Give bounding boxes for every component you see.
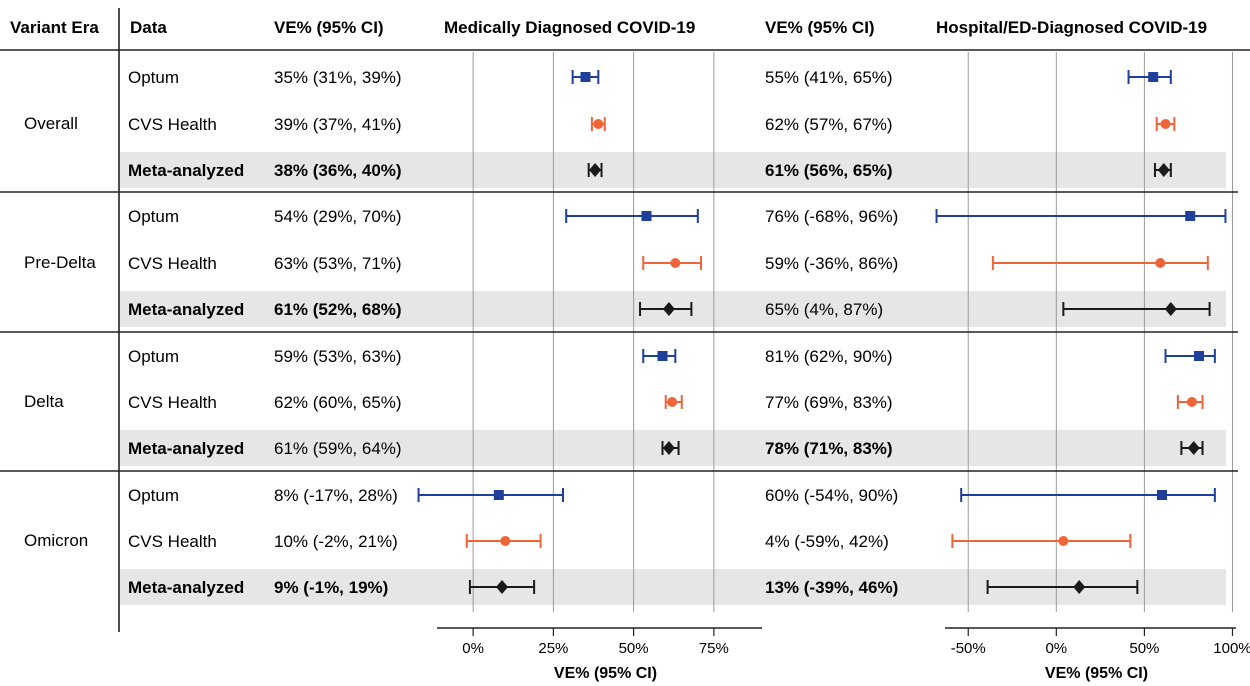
- tick-label-left: 0%: [462, 640, 484, 657]
- point-circle: [1160, 119, 1171, 129]
- tick-label-left: 25%: [538, 640, 568, 657]
- ve-text-left: 63% (53%, 71%): [274, 254, 402, 273]
- ve-text-left: 39% (37%, 41%): [274, 115, 402, 134]
- ve-text-left: 8% (-17%, 28%): [274, 486, 398, 505]
- ve-text-left: 10% (-2%, 21%): [274, 532, 398, 551]
- source-label: Optum: [128, 68, 179, 87]
- header-variant-era: Variant Era: [10, 18, 99, 37]
- ve-text-right: 61% (56%, 65%): [765, 161, 893, 180]
- era-label: Pre-Delta: [24, 253, 96, 272]
- ve-text-left: 59% (53%, 63%): [274, 347, 402, 366]
- ve-text-right: 65% (4%, 87%): [765, 300, 883, 319]
- ve-text-left: 35% (31%, 39%): [274, 68, 402, 87]
- point-square: [580, 72, 591, 82]
- point-diamond: [589, 163, 602, 177]
- point-circle: [1058, 536, 1069, 546]
- x-axis-label-right: VE% (95% CI): [1045, 665, 1148, 682]
- source-label: Meta-analyzed: [128, 300, 244, 319]
- point-square: [641, 211, 652, 221]
- ve-text-left: 54% (29%, 70%): [274, 207, 402, 226]
- point-circle: [1155, 258, 1166, 268]
- point-square: [657, 351, 668, 361]
- point-diamond: [1157, 163, 1170, 177]
- source-label: Optum: [128, 347, 179, 366]
- ve-text-right: 60% (-54%, 90%): [765, 486, 898, 505]
- ve-text-right: 59% (-36%, 86%): [765, 254, 898, 273]
- data-rows: Optum 35% (31%, 39%) 55% (41%, 65%) CVS Hea…: [128, 68, 898, 597]
- point-diamond: [662, 441, 675, 455]
- ve-text-right: 62% (57%, 67%): [765, 115, 893, 134]
- header-panel-right: Hospital/ED-Diagnosed COVID-19: [936, 18, 1207, 37]
- plot-marks: [417, 70, 1227, 594]
- source-label: Meta-analyzed: [128, 161, 244, 180]
- ve-text-right: 55% (41%, 65%): [765, 68, 893, 87]
- x-axis-label-left: VE% (95% CI): [554, 665, 657, 682]
- source-label: CVS Health: [128, 254, 217, 273]
- ve-text-right: 81% (62%, 90%): [765, 347, 893, 366]
- source-label: CVS Health: [128, 532, 217, 551]
- header-data: Data: [130, 18, 167, 37]
- tick-label-right: -50%: [951, 640, 986, 657]
- source-label: CVS Health: [128, 115, 217, 134]
- point-circle: [500, 536, 511, 546]
- ve-text-left: 38% (36%, 40%): [274, 161, 402, 180]
- era-labels: Overall Pre-Delta Delta Omicron: [24, 114, 96, 550]
- point-circle: [667, 397, 678, 407]
- point-square: [1157, 490, 1168, 500]
- source-label: Optum: [128, 486, 179, 505]
- point-square: [1185, 211, 1196, 221]
- tick-label-right: 100%: [1213, 640, 1250, 657]
- point-diamond: [1187, 441, 1200, 455]
- point-diamond: [496, 580, 509, 594]
- header-panel-left: Medically Diagnosed COVID-19: [444, 18, 695, 37]
- x-axes: 0% 25% 50% 75% VE% (95% CI) -50% 0% 50% 100% VE% …: [437, 627, 1250, 682]
- source-label: Meta-analyzed: [128, 439, 244, 458]
- meta-band: [120, 152, 1226, 188]
- point-square: [1148, 72, 1159, 82]
- ve-text-right: 4% (-59%, 42%): [765, 532, 889, 551]
- ve-text-left: 61% (52%, 68%): [274, 300, 402, 319]
- table-frame: [0, 8, 1250, 632]
- ve-text-right: 13% (-39%, 46%): [765, 578, 898, 597]
- point-square: [493, 490, 504, 500]
- ve-text-left: 61% (59%, 64%): [274, 439, 402, 458]
- ve-text-right: 77% (69%, 83%): [765, 393, 893, 412]
- point-square: [1194, 351, 1205, 361]
- tick-label-right: 50%: [1129, 640, 1159, 657]
- ve-text-left: 62% (60%, 65%): [274, 393, 402, 412]
- source-label: CVS Health: [128, 393, 217, 412]
- ve-text-left: 9% (-1%, 19%): [274, 578, 388, 597]
- point-diamond: [662, 302, 675, 316]
- tick-label-left: 50%: [619, 640, 649, 657]
- tick-label-right: 0%: [1045, 640, 1067, 657]
- point-circle: [670, 258, 681, 268]
- point-diamond: [1073, 580, 1086, 594]
- source-label: Optum: [128, 207, 179, 226]
- source-label: Meta-analyzed: [128, 578, 244, 597]
- point-diamond: [1164, 302, 1177, 316]
- era-label: Overall: [24, 114, 78, 133]
- header-row: Variant Era Data VE% (95% CI) Medically …: [10, 18, 1207, 37]
- ve-text-right: 78% (71%, 83%): [765, 439, 893, 458]
- era-label: Omicron: [24, 531, 88, 550]
- era-label: Delta: [24, 392, 64, 411]
- point-circle: [593, 119, 604, 129]
- header-ve-left: VE% (95% CI): [274, 18, 384, 37]
- tick-label-left: 75%: [699, 640, 729, 657]
- point-circle: [1186, 397, 1197, 407]
- ve-text-right: 76% (-68%, 96%): [765, 207, 898, 226]
- header-ve-right: VE% (95% CI): [765, 18, 875, 37]
